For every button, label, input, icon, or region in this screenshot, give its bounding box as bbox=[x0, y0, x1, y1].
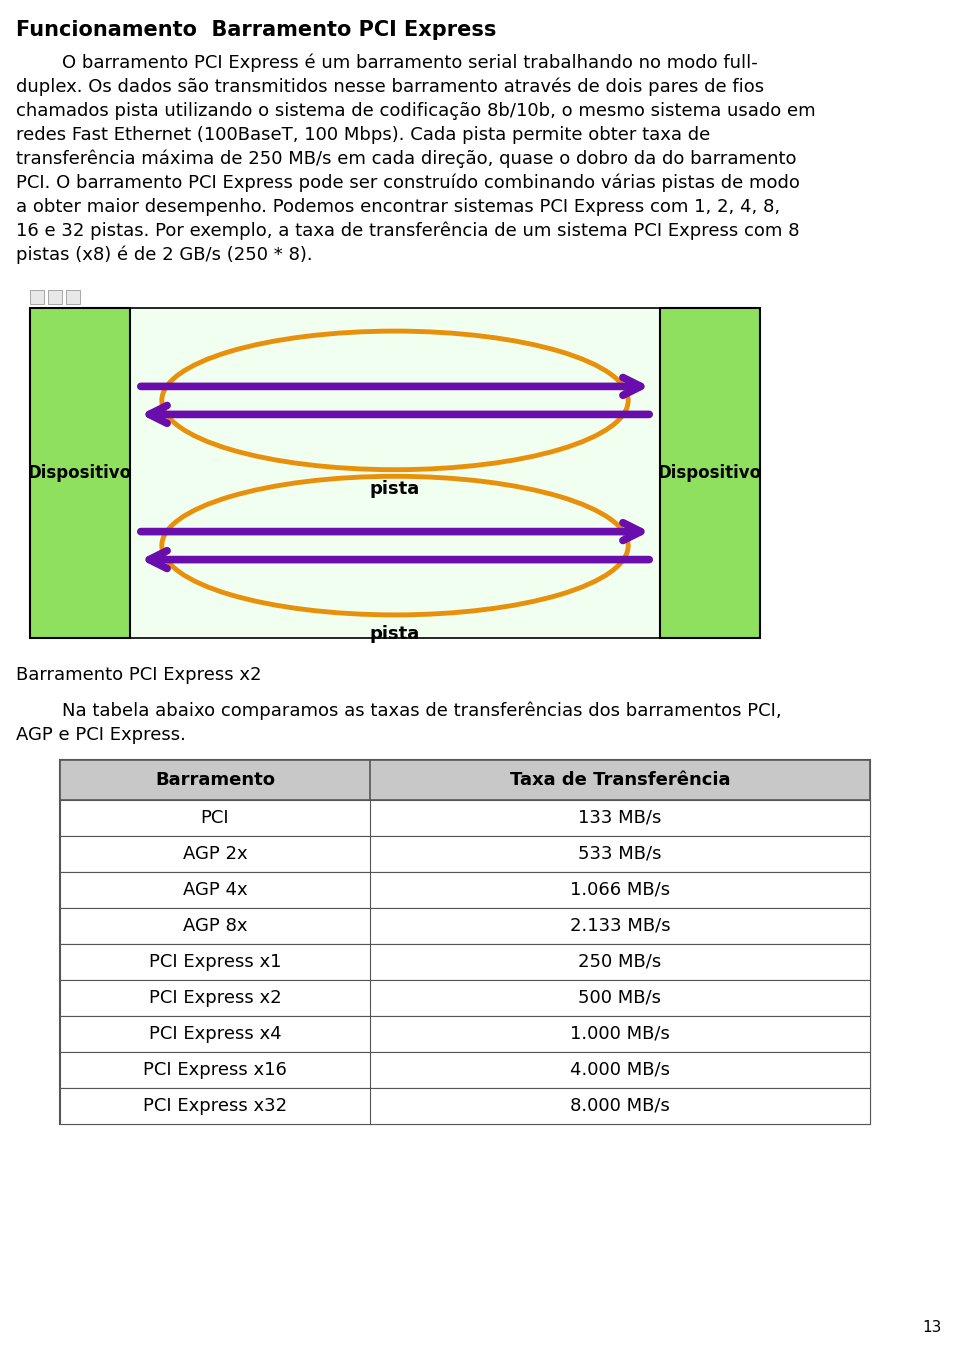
Text: pista: pista bbox=[370, 480, 420, 497]
Text: 533 MB/s: 533 MB/s bbox=[578, 845, 661, 863]
Text: Dispositivo: Dispositivo bbox=[658, 463, 762, 482]
Bar bbox=[30, 308, 130, 638]
Text: 16 e 32 pistas. Por exemplo, a taxa de transferência de um sistema PCI Express c: 16 e 32 pistas. Por exemplo, a taxa de t… bbox=[16, 222, 800, 241]
Text: 13: 13 bbox=[923, 1320, 942, 1335]
Text: a obter maior desempenho. Podemos encontrar sistemas PCI Express com 1, 2, 4, 8,: a obter maior desempenho. Podemos encont… bbox=[16, 198, 780, 216]
Text: AGP 2x: AGP 2x bbox=[182, 845, 248, 863]
Text: 8.000 MB/s: 8.000 MB/s bbox=[570, 1096, 670, 1115]
Text: 133 MB/s: 133 MB/s bbox=[578, 810, 661, 827]
Text: redes Fast Ethernet (100BaseT, 100 Mbps). Cada pista permite obter taxa de: redes Fast Ethernet (100BaseT, 100 Mbps)… bbox=[16, 127, 710, 144]
Bar bbox=[60, 908, 870, 944]
Text: 2.133 MB/s: 2.133 MB/s bbox=[569, 917, 670, 935]
Text: chamados pista utilizando o sistema de codificação 8b/10b, o mesmo sistema usado: chamados pista utilizando o sistema de c… bbox=[16, 102, 816, 120]
Text: PCI: PCI bbox=[201, 810, 229, 827]
Text: PCI Express x2: PCI Express x2 bbox=[149, 989, 281, 1008]
Text: pistas (x8) é de 2 GB/s (250 * 8).: pistas (x8) é de 2 GB/s (250 * 8). bbox=[16, 247, 313, 264]
Text: AGP e PCI Express.: AGP e PCI Express. bbox=[16, 726, 186, 744]
Bar bbox=[60, 1052, 870, 1088]
Bar bbox=[60, 1016, 870, 1052]
Text: 4.000 MB/s: 4.000 MB/s bbox=[570, 1061, 670, 1079]
Bar bbox=[60, 872, 870, 908]
Text: Dispositivo: Dispositivo bbox=[28, 463, 132, 482]
Text: Barramento: Barramento bbox=[155, 770, 275, 789]
Text: 500 MB/s: 500 MB/s bbox=[579, 989, 661, 1008]
Bar bbox=[660, 308, 760, 638]
Text: PCI Express x4: PCI Express x4 bbox=[149, 1025, 281, 1043]
Bar bbox=[66, 290, 80, 304]
Bar bbox=[48, 290, 62, 304]
Text: Funcionamento  Barramento PCI Express: Funcionamento Barramento PCI Express bbox=[16, 20, 496, 40]
Bar bbox=[60, 760, 870, 1123]
Text: PCI Express x32: PCI Express x32 bbox=[143, 1096, 287, 1115]
Bar bbox=[30, 308, 760, 638]
Bar bbox=[60, 800, 870, 836]
Bar bbox=[60, 944, 870, 981]
Text: duplex. Os dados são transmitidos nesse barramento através de dois pares de fios: duplex. Os dados são transmitidos nesse … bbox=[16, 78, 764, 97]
Text: PCI Express x16: PCI Express x16 bbox=[143, 1061, 287, 1079]
Bar bbox=[30, 290, 44, 304]
Text: 1.066 MB/s: 1.066 MB/s bbox=[570, 881, 670, 898]
Text: Taxa de Transferência: Taxa de Transferência bbox=[510, 770, 731, 789]
Text: AGP 4x: AGP 4x bbox=[182, 881, 248, 898]
Text: 1.000 MB/s: 1.000 MB/s bbox=[570, 1025, 670, 1043]
Text: AGP 8x: AGP 8x bbox=[182, 917, 248, 935]
Bar bbox=[60, 981, 870, 1016]
Text: Na tabela abaixo comparamos as taxas de transferências dos barramentos PCI,: Na tabela abaixo comparamos as taxas de … bbox=[16, 702, 781, 721]
Text: transferência máxima de 250 MB/s em cada direção, quase o dobro da do barramento: transferência máxima de 250 MB/s em cada… bbox=[16, 150, 797, 168]
Bar bbox=[60, 1088, 870, 1123]
Text: O barramento PCI Express é um barramento serial trabalhando no modo full-: O barramento PCI Express é um barramento… bbox=[16, 54, 757, 73]
Text: Barramento PCI Express x2: Barramento PCI Express x2 bbox=[16, 665, 261, 684]
Text: pista: pista bbox=[370, 625, 420, 643]
Bar bbox=[60, 760, 870, 800]
Text: 250 MB/s: 250 MB/s bbox=[578, 952, 661, 971]
Text: PCI Express x1: PCI Express x1 bbox=[149, 952, 281, 971]
Text: PCI. O barramento PCI Express pode ser construído combinando várias pistas de mo: PCI. O barramento PCI Express pode ser c… bbox=[16, 174, 800, 193]
Bar bbox=[60, 836, 870, 872]
